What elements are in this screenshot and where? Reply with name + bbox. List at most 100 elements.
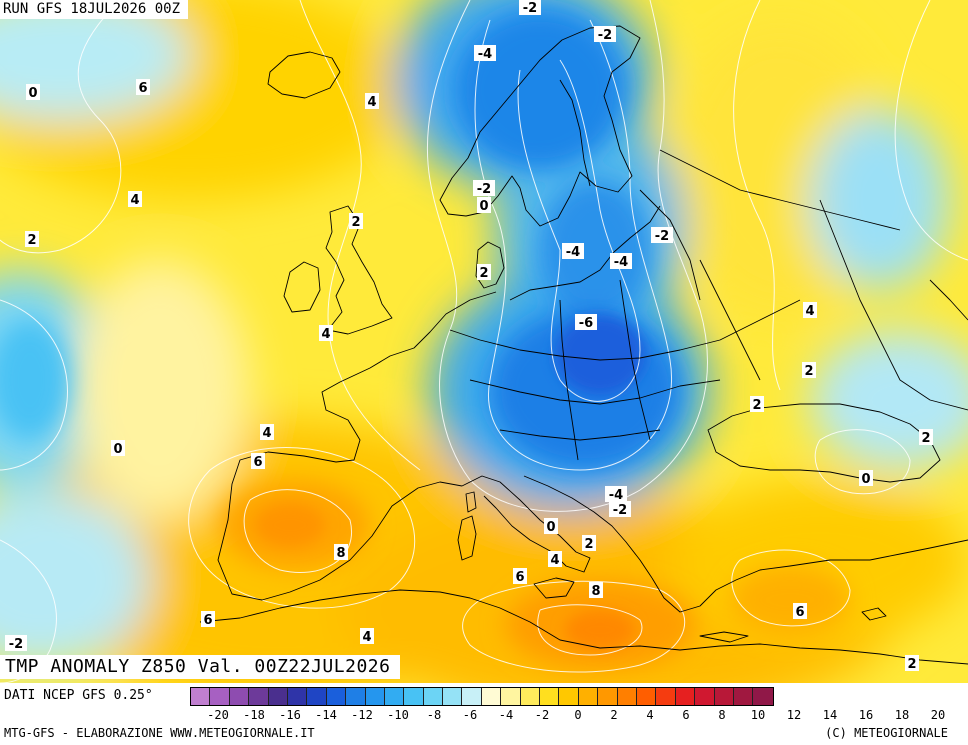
isotherm-label-text: 4: [367, 95, 376, 110]
isotherm-label-text: -4: [614, 255, 628, 270]
isotherm-label-text: -2: [477, 182, 491, 197]
adriatic-coast: [523, 475, 653, 579]
legend-swatch: [598, 688, 618, 705]
legend-tick-label: -14: [315, 708, 337, 722]
isotherm-label-bg: [25, 231, 39, 247]
isotherm-label-bg: [349, 213, 363, 229]
isotherm-label: 6: [793, 603, 807, 620]
isotherm-label-bg: [477, 197, 491, 213]
isotherm-label-bg: [609, 501, 631, 517]
isotherm-label-bg: [513, 568, 527, 584]
isotherm-label: -2: [651, 227, 673, 244]
isotherm-label-text: 6: [203, 613, 212, 628]
isotherm-label-bg: [111, 440, 125, 456]
ireland-coast: [283, 261, 321, 313]
isotherm-label: 6: [136, 79, 150, 96]
isotherm-label-bg: [26, 84, 40, 100]
isotherm-label-bg: [589, 582, 603, 598]
legend-tick-label: -6: [462, 708, 478, 722]
isotherm-label: 0: [477, 197, 491, 214]
legend-swatch: [404, 688, 424, 705]
isotherm-label: -4: [605, 486, 627, 503]
isotherm-label: -4: [610, 253, 632, 270]
blacksea-coast: [707, 403, 941, 483]
legend-tick-label: -4: [498, 708, 514, 722]
legend-swatch: [559, 688, 579, 705]
run-label: RUN GFS 18JUL2026 00Z: [0, 0, 189, 19]
legend-swatch: [636, 688, 657, 705]
legend-tick-label: 4: [646, 708, 654, 722]
isotherm-label-bg: [474, 45, 496, 61]
coastlines-and-borders: [199, 25, 968, 665]
caspian-coast: [929, 279, 968, 321]
isotherm-label: 6: [201, 611, 215, 628]
legend-swatch: [249, 688, 269, 705]
isotherm-label-text: -2: [655, 229, 669, 244]
isotherm-label-text: -4: [566, 245, 580, 260]
color-scale-ticks: -20 -18 -16 -14 -12 -10 -8 -6 -4 -2 0 2 4 6 8 10 12 14 16 1…: [190, 708, 966, 724]
isotherm-label-text: 4: [362, 630, 371, 645]
isotherm-label: 4: [360, 628, 374, 645]
legend-swatch: [733, 688, 754, 705]
isotherm-label-text: 6: [795, 605, 804, 620]
legend-swatch: [307, 688, 327, 705]
legend-swatch: [501, 688, 521, 705]
isotherm-label-text: 4: [262, 426, 271, 441]
credit-right: (C) METEOGIORNALE: [825, 726, 948, 740]
isotherm-label: 0: [544, 518, 558, 535]
isotherm-label: -2: [519, 0, 541, 16]
legend-swatch: [540, 688, 560, 705]
isotherm-label: 2: [349, 213, 363, 230]
isotherm-label-bg: [793, 603, 807, 619]
legend-swatch: [229, 688, 250, 705]
continent-west-coast: [217, 291, 497, 601]
isotherm-label-text: 0: [546, 520, 555, 535]
isotherm-label: 2: [477, 264, 491, 281]
isotherm-label: 2: [919, 429, 933, 446]
isotherm-label-text: -2: [598, 28, 612, 43]
legend-swatch: [753, 688, 773, 705]
isotherm-label: -2: [594, 26, 616, 43]
isotherm-label-bg: [477, 264, 491, 280]
isotherm-label-text: 2: [584, 537, 593, 552]
isotherm-label-bg: [260, 424, 274, 440]
isotherm-label-bg: [201, 611, 215, 627]
isotherm-label-text: -2: [613, 503, 627, 518]
corsica-coast: [465, 491, 477, 513]
legend-tick-label: 0: [574, 708, 582, 722]
isotherm-label: -6: [575, 314, 597, 331]
legend-swatch: [714, 688, 734, 705]
isotherm-label: -2: [473, 180, 495, 197]
baltic-coast: [509, 205, 661, 301]
legend-tick-label: 20: [930, 708, 946, 722]
isotherm-label-bg: [319, 325, 333, 341]
isotherm-label-bg: [360, 628, 374, 644]
isotherm-label-bg: [128, 191, 142, 207]
isotherm-label-bg: [859, 470, 873, 486]
legend-tick-label: -18: [243, 708, 265, 722]
isotherm-label-bg: [919, 429, 933, 445]
legend-tick-label: -2: [534, 708, 550, 722]
isotherm-label-text: 2: [921, 431, 930, 446]
isotherm-label: 6: [513, 568, 527, 585]
isotherm-label-text: -4: [609, 488, 623, 503]
isotherm-label: -2: [5, 635, 27, 652]
legend-tick-label: -16: [279, 708, 301, 722]
legend-tick-label: 16: [858, 708, 874, 722]
isotherm-label: 0: [26, 84, 40, 101]
isotherm-label-text: 2: [752, 398, 761, 413]
isotherm-label: 4: [365, 93, 379, 110]
isotherm-label-text: -2: [523, 1, 537, 16]
legend-swatch: [326, 688, 347, 705]
britain-coast: [325, 205, 393, 335]
legend-tick-label: -20: [207, 708, 229, 722]
isotherm-label: 2: [25, 231, 39, 248]
isotherm-label-bg: [905, 655, 919, 671]
isotherm-label: 4: [803, 302, 817, 319]
russia-borders: [639, 149, 901, 301]
border-lines: [449, 199, 968, 461]
color-scale-bar: [190, 687, 774, 706]
isotherm-label-text: 0: [113, 442, 122, 457]
